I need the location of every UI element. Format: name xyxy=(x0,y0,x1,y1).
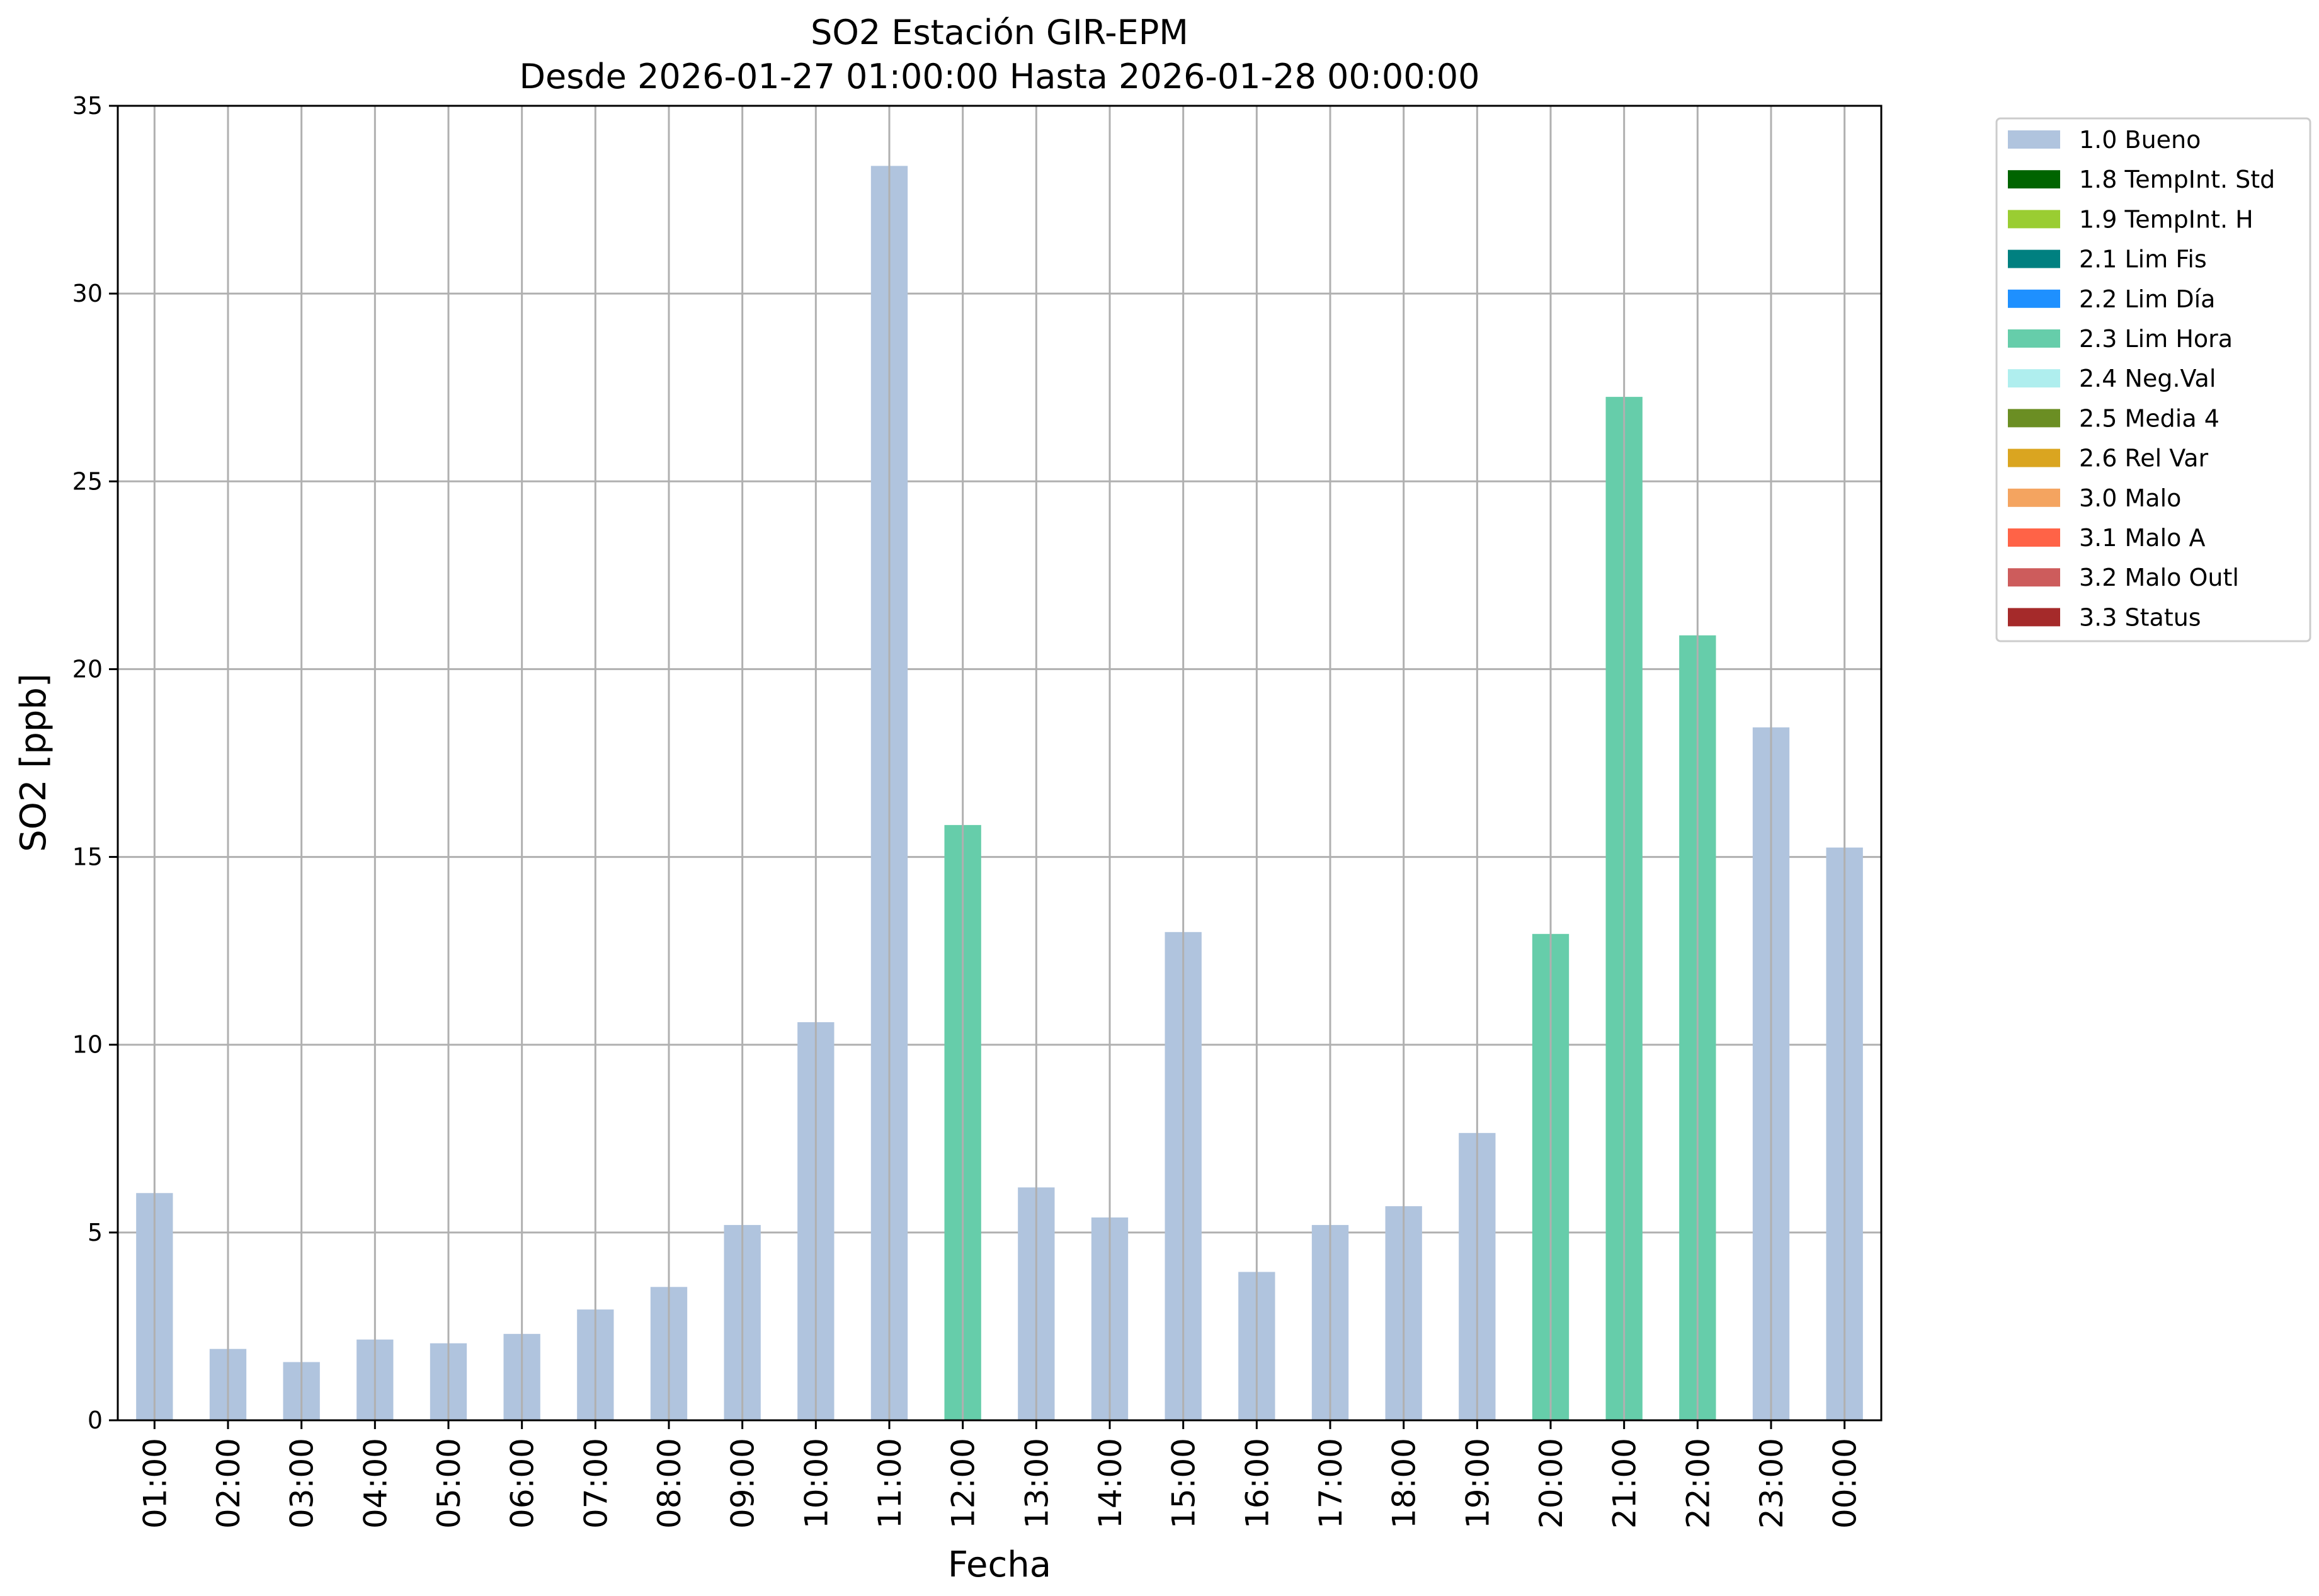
legend-swatch xyxy=(2008,130,2060,149)
x-axis-label: Fecha xyxy=(948,1544,1051,1585)
chart-subtitle: Desde 2026-01-27 01:00:00 Hasta 2026-01-… xyxy=(519,57,1479,96)
x-tick-label: 10:00 xyxy=(798,1438,835,1529)
grid-lines xyxy=(118,105,1881,1422)
x-tick-label: 14:00 xyxy=(1092,1438,1129,1529)
legend-entry-label: 3.0 Malo xyxy=(2079,484,2181,512)
y-axis-label: SO2 [ppb] xyxy=(13,673,54,852)
legend-box xyxy=(1995,117,2311,642)
x-tick-label: 09:00 xyxy=(725,1438,761,1529)
legend-swatch xyxy=(2008,409,2060,428)
x-tick-label: 15:00 xyxy=(1166,1438,1202,1529)
y-tick-label: 5 xyxy=(88,1219,103,1246)
chart-title: SO2 Estación GIR-EPM xyxy=(811,13,1188,52)
x-tick-label: 19:00 xyxy=(1459,1438,1496,1529)
legend-entry-label: 3.1 Malo A xyxy=(2079,524,2205,552)
x-tick-label: 21:00 xyxy=(1607,1438,1643,1529)
x-tick-label: 02:00 xyxy=(210,1438,247,1529)
x-tick-label: 18:00 xyxy=(1386,1438,1423,1529)
y-tick-label: 25 xyxy=(72,467,103,495)
y-tick-label: 0 xyxy=(88,1406,103,1434)
legend-entry-label: 3.3 Status xyxy=(2079,603,2201,631)
y-tick-label: 30 xyxy=(72,280,103,307)
legend-swatch xyxy=(2008,249,2060,268)
x-tick-label: 07:00 xyxy=(578,1438,614,1529)
legend-entry-label: 2.5 Media 4 xyxy=(2079,404,2219,432)
legend-swatch xyxy=(2008,329,2060,348)
y-tick-label: 10 xyxy=(72,1031,103,1059)
legend-entry-label: 2.2 Lim Día xyxy=(2079,285,2215,313)
legend-swatch xyxy=(2008,608,2060,627)
x-tick-label: 08:00 xyxy=(651,1438,688,1529)
x-tick-label: 20:00 xyxy=(1533,1438,1570,1529)
legend-swatch xyxy=(2008,488,2060,507)
legend-swatch xyxy=(2008,528,2060,547)
legend-swatch xyxy=(2008,289,2060,308)
vertical-grid-lines xyxy=(153,106,1846,1420)
y-axis-ticks: 0 5 10 15 20 25 30 35 xyxy=(72,92,118,1434)
legend-swatch xyxy=(2008,369,2060,388)
x-tick-label: 23:00 xyxy=(1753,1438,1790,1529)
x-axis-ticks: 01:00 02:00 03:00 04:00 05:00 06:00 07:00 08:00… xyxy=(137,1420,1864,1529)
legend-swatch xyxy=(2008,448,2060,467)
legend-swatch xyxy=(2008,568,2060,587)
y-tick-label: 35 xyxy=(72,92,103,120)
legend-entry-label: 3.2 Malo Outl xyxy=(2079,564,2239,591)
x-tick-label: 03:00 xyxy=(284,1438,321,1529)
x-tick-label: 11:00 xyxy=(872,1438,908,1529)
x-tick-label: 17:00 xyxy=(1313,1438,1349,1529)
legend-swatch xyxy=(2008,170,2060,189)
legend-entry-label: 1.9 TempInt. H xyxy=(2079,205,2253,233)
y-tick-label: 20 xyxy=(72,655,103,683)
y-tick-label: 15 xyxy=(72,843,103,871)
legend-entry-label: 2.1 Lim Fis xyxy=(2079,246,2207,273)
x-tick-label: 22:00 xyxy=(1680,1438,1716,1529)
legend-entry-label: 1.0 Bueno xyxy=(2079,126,2201,154)
x-tick-label: 06:00 xyxy=(504,1438,541,1529)
x-tick-label: 00:00 xyxy=(1827,1438,1864,1529)
legend-swatch xyxy=(2008,210,2060,229)
x-tick-label: 13:00 xyxy=(1018,1438,1055,1529)
legend-entry-label: 2.4 Neg.Val xyxy=(2079,365,2216,392)
legend-entry-label: 2.6 Rel Var xyxy=(2079,445,2209,472)
x-tick-label: 16:00 xyxy=(1239,1438,1275,1529)
legend-entry-label: 1.8 TempInt. Std xyxy=(2079,166,2275,193)
x-tick-label: 05:00 xyxy=(431,1438,467,1529)
x-tick-label: 01:00 xyxy=(137,1438,173,1529)
legend-entry-label: 2.3 Lim Hora xyxy=(2079,325,2233,353)
legend: 1.0 Bueno 1.8 TempInt. Std 1.9 TempInt. H 2… xyxy=(1995,117,2311,642)
x-tick-label: 04:00 xyxy=(357,1438,394,1529)
x-tick-label: 12:00 xyxy=(945,1438,982,1529)
plot-frame xyxy=(117,105,1883,1422)
